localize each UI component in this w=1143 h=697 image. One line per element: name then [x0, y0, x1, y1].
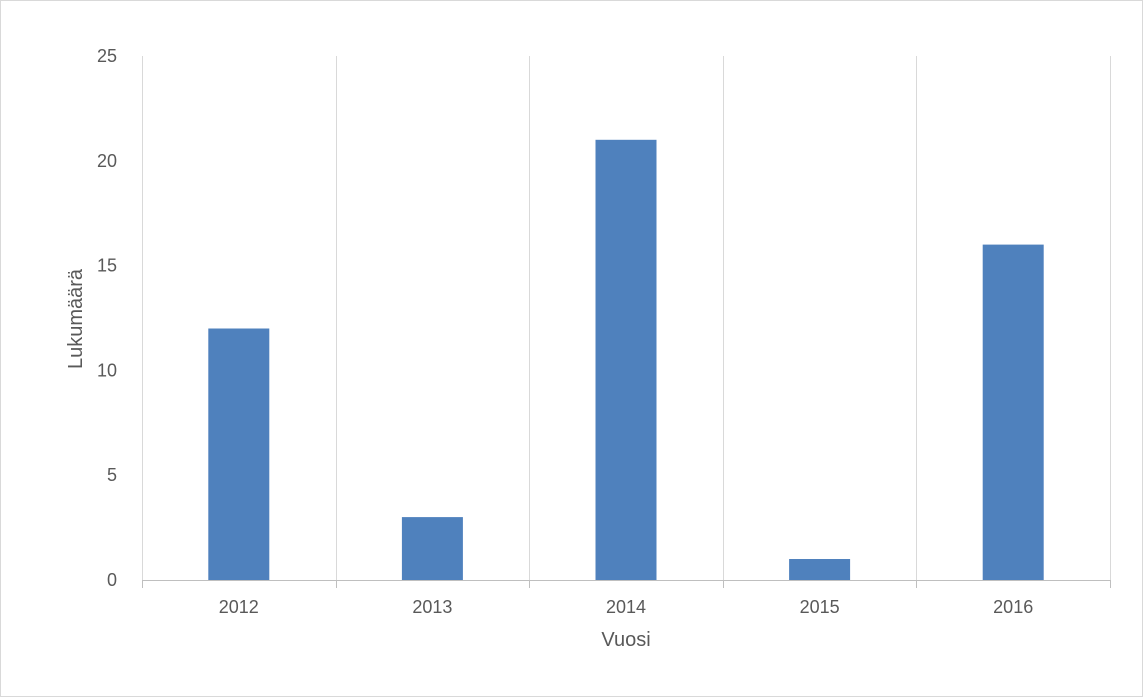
y-tick-labels: 0 5 10 15 20 25 [97, 46, 117, 590]
grid-lines [142, 56, 1111, 580]
bar-2013 [401, 517, 463, 580]
bar-2012 [208, 328, 270, 580]
x-tick-label: 2016 [993, 597, 1033, 617]
y-tick-label: 5 [107, 465, 117, 485]
x-tick-label: 2014 [606, 597, 646, 617]
x-tick-labels: 2012 2013 2014 2015 2016 [219, 597, 1033, 617]
bar-2015 [789, 559, 851, 580]
y-tick-label: 10 [97, 360, 117, 380]
y-tick-label: 15 [97, 256, 117, 276]
x-axis-title: Vuosi [601, 629, 650, 651]
bar-2016 [982, 244, 1044, 580]
y-axis-title: Lukumäärä [65, 268, 87, 369]
x-tick-label: 2013 [412, 597, 452, 617]
x-tick-label: 2015 [800, 597, 840, 617]
y-tick-label: 25 [97, 46, 117, 66]
y-tick-label: 20 [97, 151, 117, 171]
y-tick-label: 0 [107, 570, 117, 590]
axes [142, 580, 1111, 588]
bars [208, 139, 1044, 581]
bar-2014 [595, 139, 657, 581]
x-tick-label: 2012 [219, 597, 259, 617]
